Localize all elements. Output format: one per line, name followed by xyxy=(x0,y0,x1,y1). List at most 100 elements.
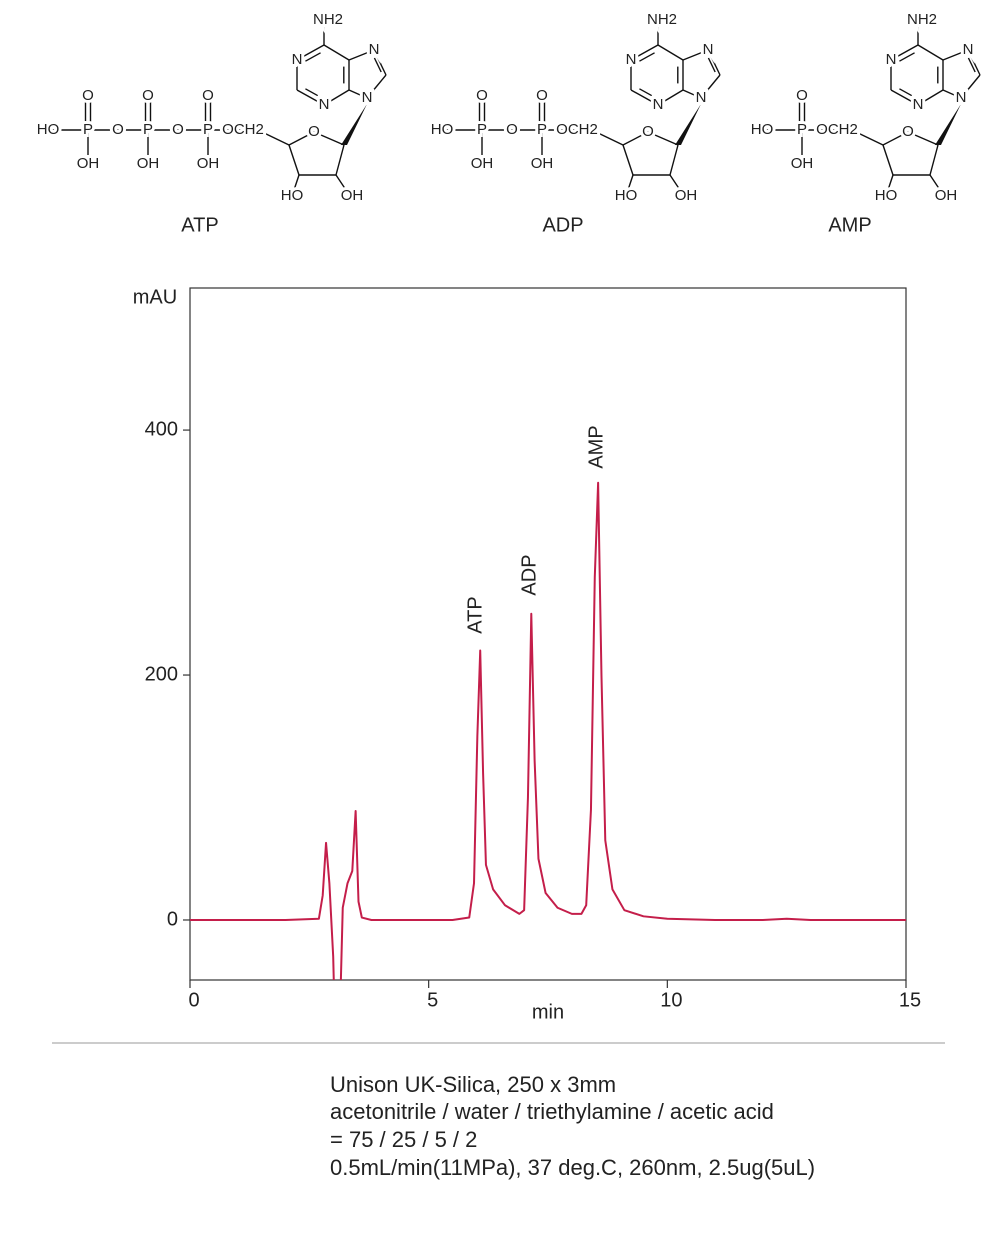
atom-label: O xyxy=(202,87,214,104)
bond xyxy=(622,144,634,176)
x-tick-label: 15 xyxy=(899,989,921,1011)
atom-label: O xyxy=(112,121,124,138)
bond xyxy=(960,74,981,99)
bond xyxy=(630,89,659,106)
bond xyxy=(657,89,684,106)
bond xyxy=(707,49,721,76)
bond xyxy=(917,44,944,61)
double-bond xyxy=(639,88,655,98)
bond xyxy=(885,174,894,197)
atom-label: HO xyxy=(615,187,638,204)
double-bond xyxy=(899,88,915,98)
structure-name: AMP xyxy=(828,214,871,236)
atom-label: N xyxy=(956,89,967,106)
atom-label: N xyxy=(963,41,974,58)
atom-label: NH2 xyxy=(907,11,937,28)
peak-label: ADP xyxy=(518,554,540,595)
atom-label: N xyxy=(362,89,373,106)
bond xyxy=(682,49,709,61)
atom-label: O xyxy=(142,87,154,104)
atom-label: P xyxy=(143,121,153,138)
bond xyxy=(907,131,939,146)
atom-label: N xyxy=(626,51,637,68)
bond xyxy=(296,89,325,106)
structure-name: ATP xyxy=(181,214,218,236)
atom-label: NH2 xyxy=(647,11,677,28)
atom-label: OH xyxy=(791,155,814,172)
atom-label: OCH2 xyxy=(816,121,858,138)
atom-label: OH xyxy=(341,187,364,204)
double-bond xyxy=(305,88,321,98)
atom-label: O xyxy=(796,87,808,104)
atom-label: NH2 xyxy=(313,11,343,28)
atom-label: O xyxy=(308,123,320,140)
bond xyxy=(288,131,315,146)
atom-label: HO xyxy=(281,187,304,204)
structure-name: ADP xyxy=(542,214,583,236)
x-tick-label: 5 xyxy=(427,989,438,1011)
y-tick-label: 0 xyxy=(167,908,178,930)
double-bond xyxy=(899,52,915,62)
atom-label: P xyxy=(477,121,487,138)
atom-label: OH xyxy=(531,155,554,172)
atom-label: N xyxy=(369,41,380,58)
peak-label: ATP xyxy=(464,596,486,633)
atom-label: P xyxy=(83,121,93,138)
bond xyxy=(296,44,325,61)
bond xyxy=(288,144,300,176)
double-bond xyxy=(305,52,321,62)
note-line: = 75 / 25 / 5 / 2 xyxy=(330,1127,477,1152)
bond xyxy=(348,89,368,99)
atom-label: P xyxy=(203,121,213,138)
atom-label: N xyxy=(886,51,897,68)
bond xyxy=(682,89,702,99)
bond xyxy=(917,89,944,106)
atom-label: O xyxy=(536,87,548,104)
bond xyxy=(647,131,679,146)
bond xyxy=(890,44,919,61)
bond xyxy=(882,144,894,176)
double-bond xyxy=(967,57,976,73)
bond xyxy=(373,49,387,76)
atom-label: O xyxy=(642,123,654,140)
bond xyxy=(929,174,945,197)
atom-label: OH xyxy=(197,155,220,172)
atom-label: OCH2 xyxy=(556,121,598,138)
bond xyxy=(929,144,939,176)
atom-label: OH xyxy=(77,155,100,172)
bond xyxy=(348,49,375,61)
y-tick-label: 200 xyxy=(145,663,178,685)
bond xyxy=(291,174,300,197)
atom-label: N xyxy=(696,89,707,106)
bond xyxy=(366,74,387,99)
plot-frame xyxy=(189,287,907,981)
atom-label: N xyxy=(319,96,330,113)
atom-label: O xyxy=(82,87,94,104)
bond xyxy=(942,89,962,99)
atom-label: O xyxy=(476,87,488,104)
atom-label: N xyxy=(292,51,303,68)
bond xyxy=(855,131,884,146)
atom-label: N xyxy=(913,96,924,113)
atom-label: HO xyxy=(37,121,60,138)
bond xyxy=(630,44,659,61)
double-bond xyxy=(373,57,382,73)
x-tick-label: 10 xyxy=(660,989,682,1011)
bond xyxy=(700,74,721,99)
wedge-bond xyxy=(341,104,367,145)
atom-label: OH xyxy=(935,187,958,204)
atom-label: N xyxy=(703,41,714,58)
bond xyxy=(335,144,345,176)
peak-label: AMP xyxy=(585,425,607,468)
bond xyxy=(335,174,351,197)
bond xyxy=(323,89,350,106)
y-tick-label: 400 xyxy=(145,418,178,440)
atom-label: O xyxy=(902,123,914,140)
note-line: Unison UK-Silica, 250 x 3mm xyxy=(330,1072,616,1097)
bond xyxy=(882,131,909,146)
double-bond xyxy=(639,52,655,62)
note-line: acetonitrile / water / triethylamine / a… xyxy=(330,1099,774,1124)
atom-label: OH xyxy=(675,187,698,204)
x-tick-label: 0 xyxy=(188,989,199,1011)
bond xyxy=(669,144,679,176)
